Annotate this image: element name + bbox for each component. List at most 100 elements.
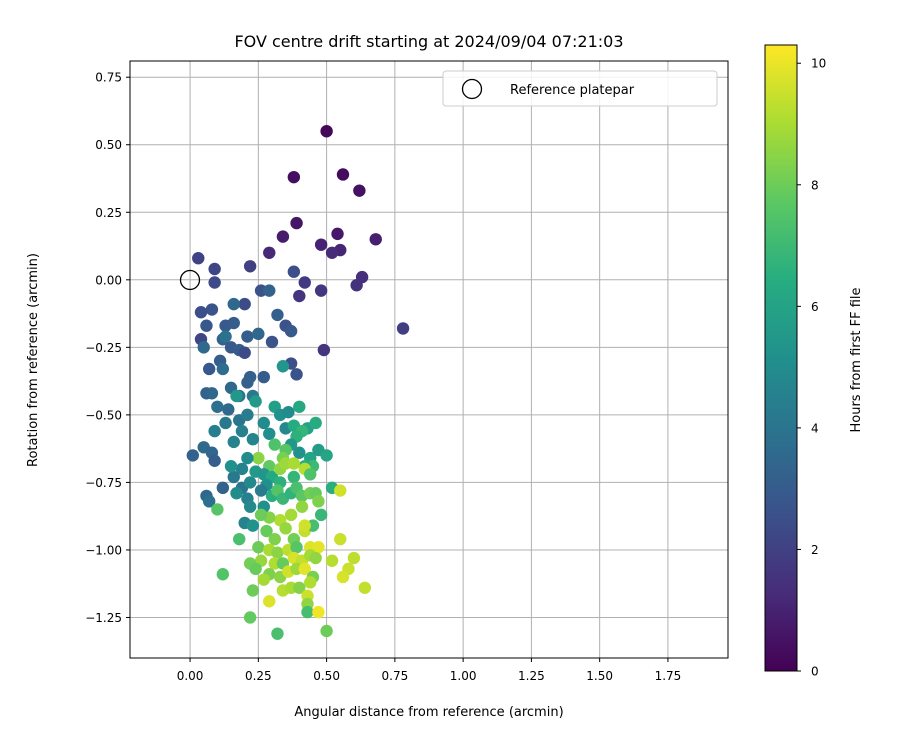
scatter-point — [257, 416, 270, 430]
y-tick-label: −0.75 — [85, 476, 122, 490]
colorbar-label: Hours from first FF file — [849, 287, 864, 432]
x-tick-label: 0.25 — [245, 669, 272, 683]
plot-area-frame — [129, 60, 729, 659]
scatter-point — [230, 487, 243, 500]
colorbar-tick-label: 10 — [811, 57, 826, 71]
legend-label: Reference platepar — [510, 83, 635, 98]
legend-open-circle-icon — [461, 78, 483, 100]
scatter-point — [241, 376, 254, 389]
scatter-point — [312, 495, 325, 508]
scatter-point — [263, 427, 276, 440]
scatter-point — [271, 546, 284, 559]
scatter-point — [263, 595, 276, 608]
scatter-point — [271, 627, 284, 640]
colorbar-tick-label: 6 — [811, 300, 819, 314]
scatter-point — [243, 500, 257, 513]
y-tick-label: 0.25 — [95, 206, 122, 220]
scatter-point — [336, 570, 350, 584]
scatter-point — [211, 503, 224, 516]
scatter-point — [336, 168, 350, 181]
scatter-point — [287, 170, 301, 184]
colorbar: 0 2 4 6 8 10 Hours from first FF file — [764, 44, 864, 679]
scatter-point — [358, 581, 372, 594]
scatter-point — [241, 330, 254, 343]
scatter-point — [347, 551, 361, 565]
x-tick-label: 1.75 — [655, 669, 682, 683]
scatter-point — [235, 462, 249, 476]
scatter-point — [287, 470, 301, 484]
legend: Reference platepar — [442, 70, 718, 107]
scatter-point — [314, 508, 328, 522]
colorbar-ticks: 0 2 4 6 8 10 — [797, 57, 826, 679]
x-tick-label: 0.75 — [382, 669, 409, 683]
scatter-point — [268, 438, 281, 451]
scatter-point — [252, 451, 265, 465]
scatter-point — [208, 454, 221, 468]
scatter-point — [197, 341, 210, 354]
scatter-point — [235, 424, 249, 438]
scatter-point — [309, 416, 322, 430]
scatter-point — [246, 432, 260, 446]
colorbar-tick-label: 0 — [811, 665, 819, 679]
scatter-point — [254, 508, 268, 522]
scatter-point — [293, 581, 306, 594]
scatter-point — [219, 330, 232, 343]
scatter-point — [290, 216, 303, 230]
scatter-point — [227, 316, 240, 330]
scatter-point — [301, 605, 314, 619]
scatter-point — [202, 362, 216, 376]
scatter-point — [290, 368, 303, 381]
scatter-point — [205, 387, 219, 400]
scatter-point — [265, 335, 279, 349]
scatter-point — [304, 576, 317, 589]
legend-box — [442, 70, 718, 107]
scatter-point — [334, 484, 347, 497]
y-axis-ticks: 0.75 0.50 0.25 0.00 −0.25 −0.50 −0.75 −1.00 −1.2… — [85, 71, 130, 625]
scatter-point — [268, 532, 281, 546]
scatter-point — [287, 457, 301, 470]
scatter-point — [224, 460, 238, 473]
scatter-point — [325, 554, 339, 567]
scatter-point — [325, 246, 339, 259]
scatter-point — [312, 605, 325, 619]
scatter-point — [241, 408, 254, 422]
scatter-point — [312, 541, 325, 554]
scatter-point — [298, 562, 311, 576]
scatter-point — [208, 276, 221, 289]
scatter-point — [233, 532, 246, 546]
scatter-point — [284, 324, 298, 338]
scatter-point — [334, 532, 347, 546]
scatter-point — [353, 184, 366, 197]
scatter-point — [314, 284, 328, 297]
scatter-point — [331, 227, 344, 241]
scatter-point — [320, 449, 333, 462]
scatter-point — [298, 519, 311, 532]
y-axis-label: Rotation from reference (arcmin) — [26, 253, 41, 467]
scatter-point — [271, 308, 284, 322]
y-tick-label: −0.50 — [85, 408, 122, 422]
scatter-point — [246, 584, 260, 597]
scatter-point — [238, 297, 251, 311]
reference-platepar-marker — [179, 269, 201, 291]
scatter-point — [284, 508, 298, 522]
scatter-point — [369, 233, 382, 246]
scatter-point — [238, 346, 251, 359]
scatter-point — [287, 265, 301, 278]
scatter-point — [279, 522, 292, 535]
scatter-point — [304, 468, 317, 481]
scatter-point — [200, 319, 213, 332]
colorbar-tick-label: 2 — [811, 543, 819, 557]
scatter-point — [208, 424, 221, 438]
scatter-point — [216, 362, 230, 376]
scatter-point — [320, 624, 333, 638]
y-tick-label: −0.25 — [85, 341, 122, 355]
x-tick-label: 0.50 — [313, 669, 340, 683]
colorbar-gradient — [764, 44, 798, 672]
y-tick-label: 0.50 — [95, 138, 122, 152]
scatter-point — [263, 246, 276, 259]
data-points — [186, 125, 410, 640]
scatter-point — [208, 262, 221, 276]
scatter-point — [186, 449, 200, 462]
